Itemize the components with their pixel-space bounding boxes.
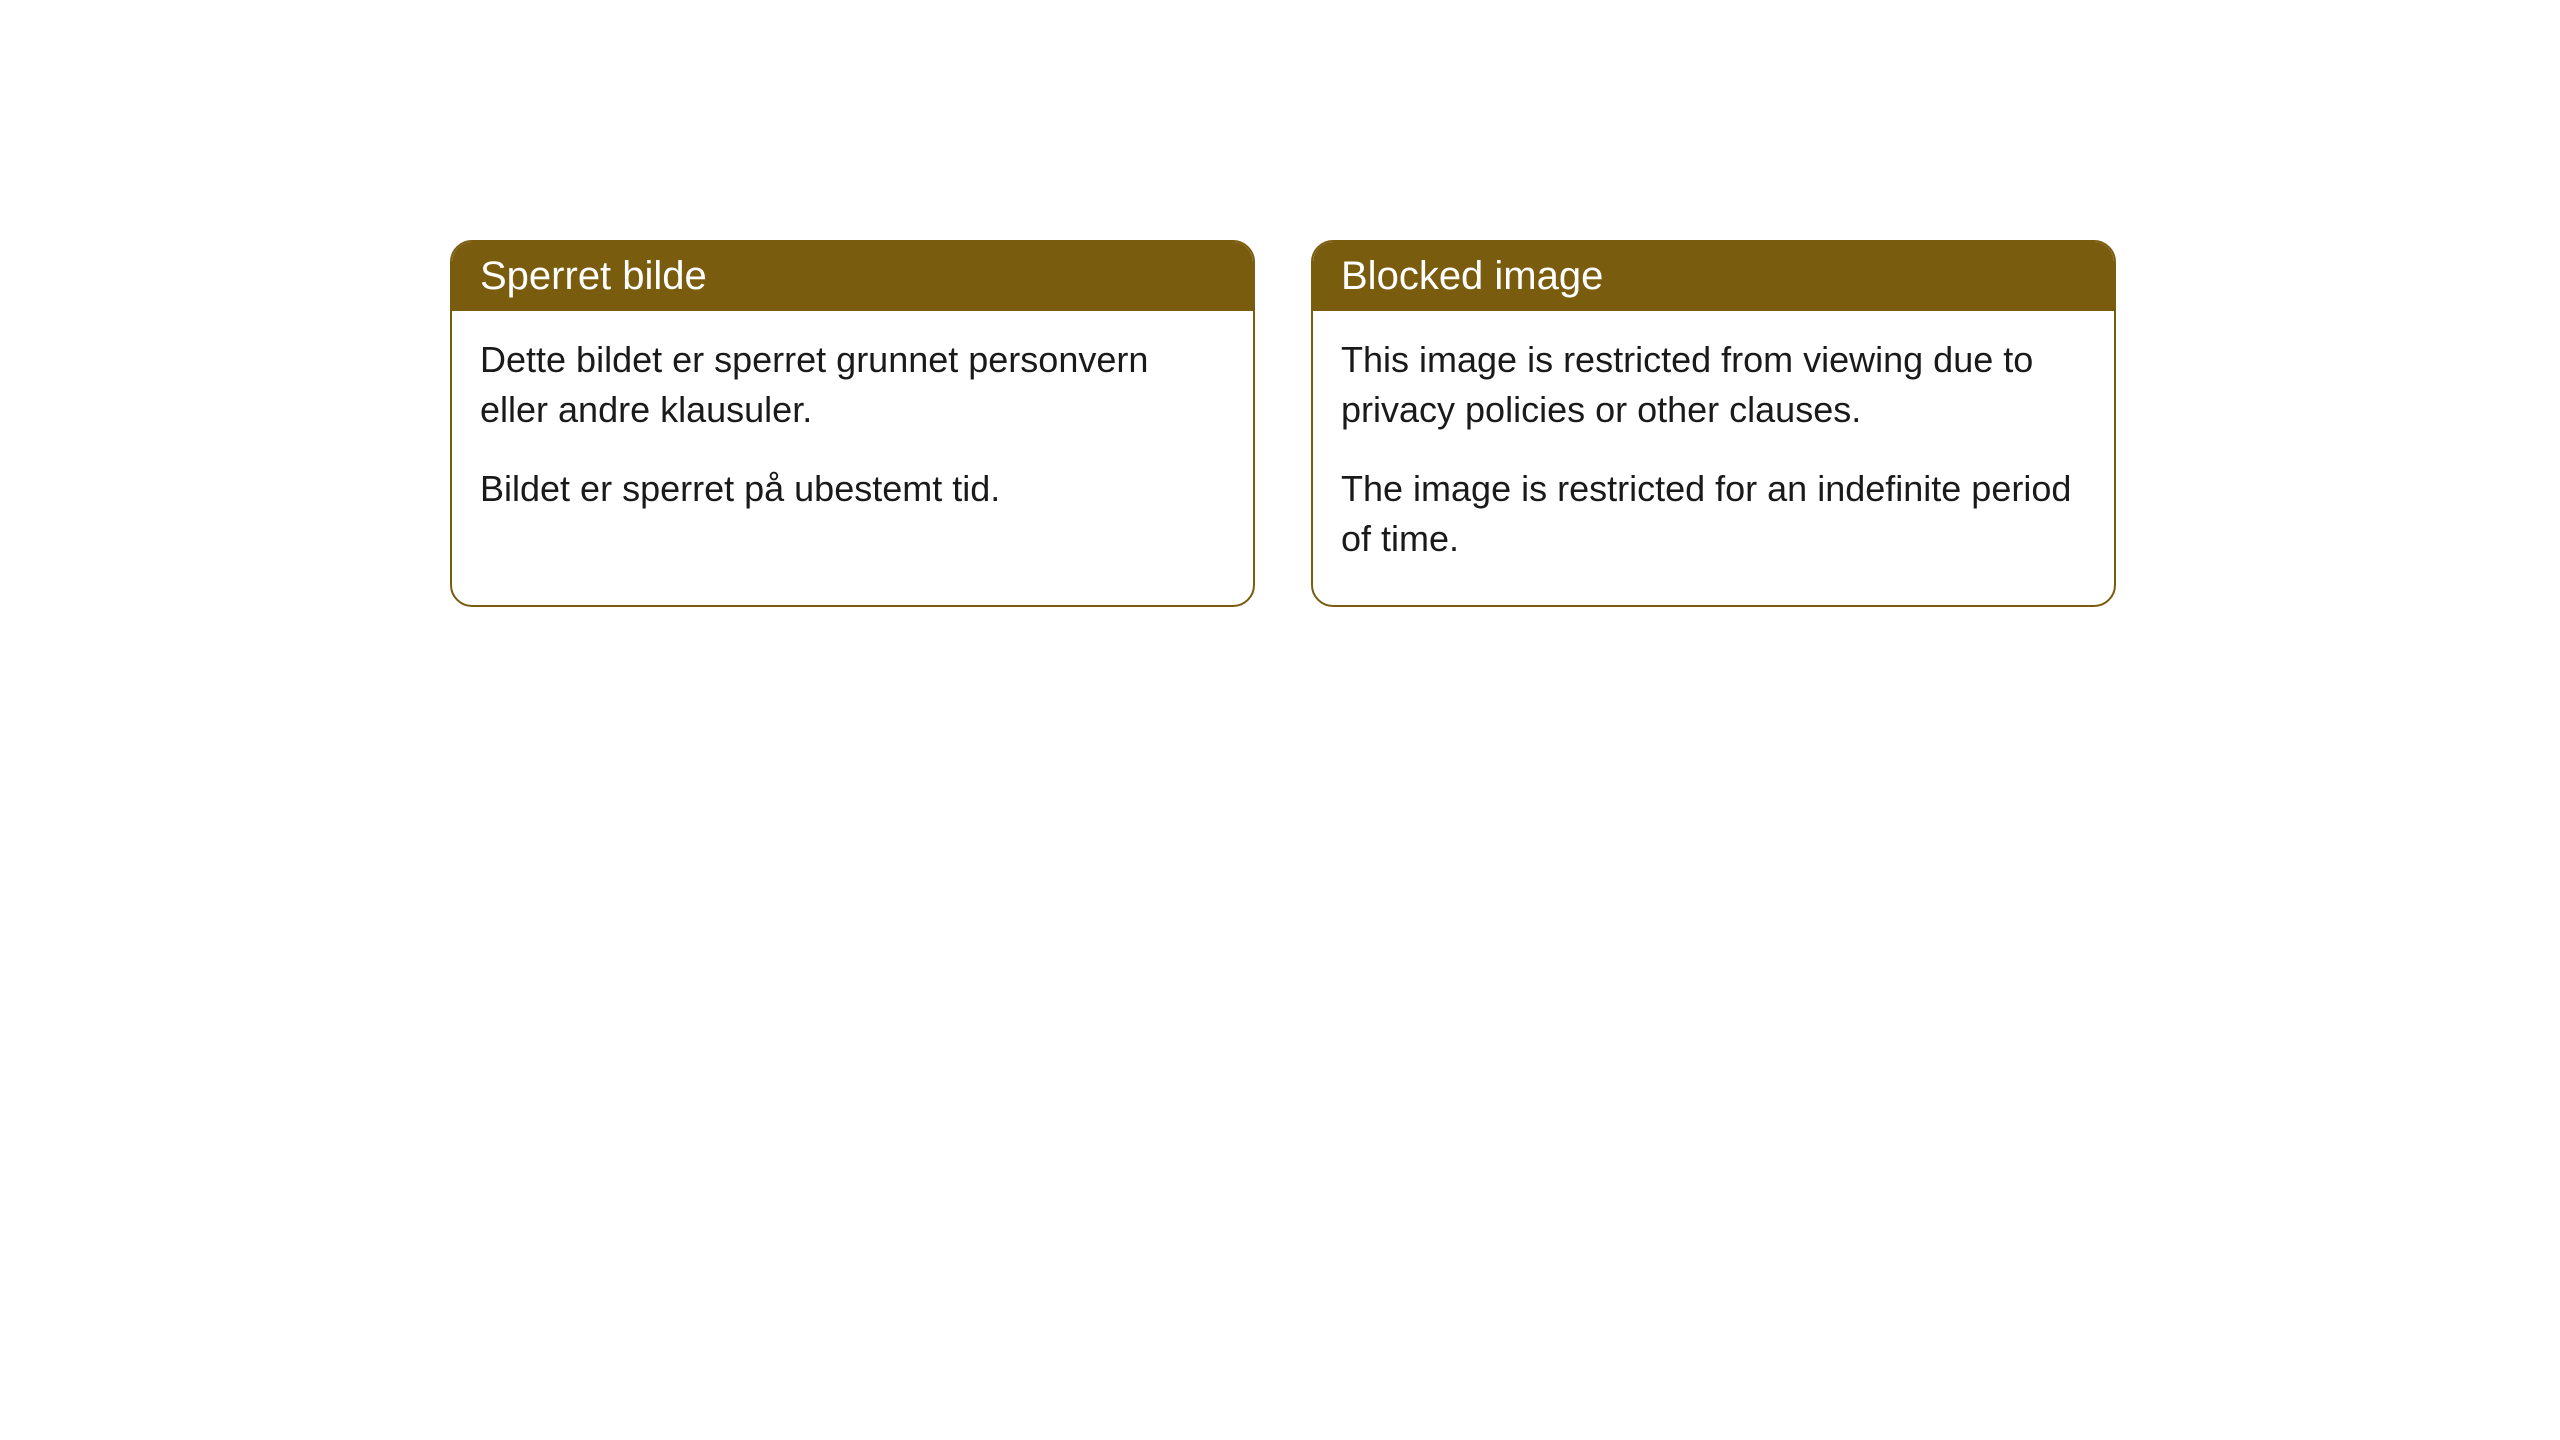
card-header: Sperret bilde (452, 242, 1253, 311)
notice-cards-container: Sperret bilde Dette bildet er sperret gr… (450, 240, 2116, 607)
card-title: Blocked image (1341, 254, 1603, 298)
blocked-image-card-en: Blocked image This image is restricted f… (1311, 240, 2116, 607)
card-paragraph: The image is restricted for an indefinit… (1341, 464, 2086, 565)
card-body: This image is restricted from viewing du… (1313, 311, 2114, 605)
card-paragraph: Bildet er sperret på ubestemt tid. (480, 464, 1225, 514)
card-paragraph: This image is restricted from viewing du… (1341, 335, 2086, 436)
card-paragraph: Dette bildet er sperret grunnet personve… (480, 335, 1225, 436)
card-header: Blocked image (1313, 242, 2114, 311)
card-body: Dette bildet er sperret grunnet personve… (452, 311, 1253, 554)
blocked-image-card-no: Sperret bilde Dette bildet er sperret gr… (450, 240, 1255, 607)
card-title: Sperret bilde (480, 254, 707, 298)
